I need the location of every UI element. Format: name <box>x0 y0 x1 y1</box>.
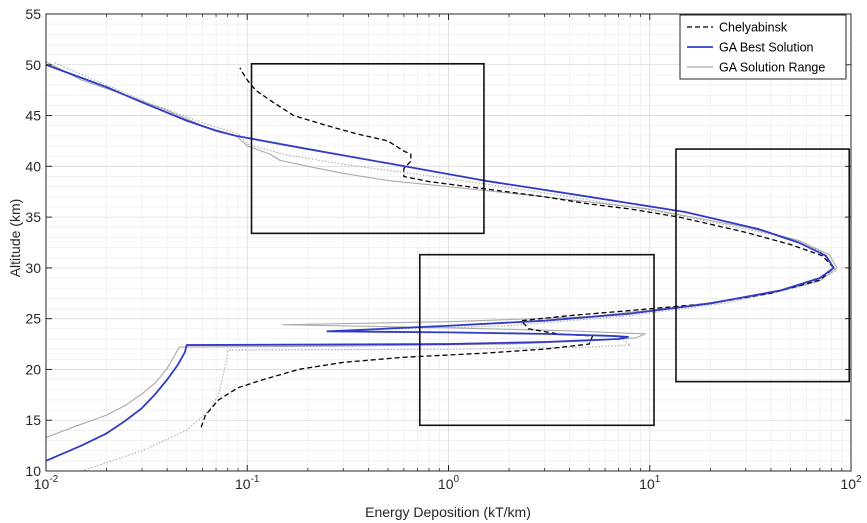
y-tick-label: 20 <box>25 361 41 377</box>
y-tick-label: 15 <box>25 412 41 428</box>
x-tick-label: 101 <box>639 474 661 492</box>
x-tick-label-exponent: 2 <box>856 474 862 485</box>
annotation-boxes <box>250 62 851 427</box>
annotation-box-1 <box>250 62 485 235</box>
y-tick-labels: 10 15 20 25 30 35 40 45 50 55 <box>25 6 41 479</box>
legend-label-chelyabinsk: Chelyabinsk <box>719 21 788 35</box>
annotation-box-3 <box>675 148 851 383</box>
x-tick-label-exponent: -2 <box>49 474 58 485</box>
legend-label-ga-best-solution: GA Best Solution <box>719 41 814 55</box>
axis-ticks <box>45 13 852 472</box>
y-axis-label: Altitude (km) <box>7 199 23 278</box>
legend-label-ga-solution-range: GA Solution Range <box>719 61 825 75</box>
y-tick-label: 40 <box>25 158 41 174</box>
x-tick-label: 10-2 <box>34 474 59 492</box>
x-axis-label: Energy Deposition (kT/km) <box>365 504 531 520</box>
x-tick-label: 100 <box>438 474 460 492</box>
x-tick-labels: 10-2 10-1 100 101 102 <box>34 474 862 492</box>
x-tick-label-exponent: 0 <box>454 474 460 485</box>
y-tick-label: 10 <box>25 463 41 479</box>
legend: Chelyabinsk GA Best Solution GA Solution… <box>679 14 847 80</box>
x-tick-label-base: 10 <box>235 476 251 492</box>
series-line-chelyabinsk <box>200 67 835 428</box>
x-tick-label-base: 10 <box>840 476 856 492</box>
annotation-box-2 <box>418 253 655 427</box>
y-tick-label: 25 <box>25 311 41 327</box>
x-tick-label-exponent: 1 <box>655 474 661 485</box>
x-tick-label-base: 10 <box>639 476 655 492</box>
y-tick-label: 55 <box>25 6 41 22</box>
series-layer <box>46 61 838 471</box>
series-line-ga-best-solution <box>46 63 835 462</box>
y-tick-label: 50 <box>25 57 41 73</box>
x-tick-label-base: 10 <box>438 476 454 492</box>
y-tick-label: 30 <box>25 260 41 276</box>
x-tick-label: 102 <box>840 474 862 492</box>
x-tick-label: 10-1 <box>235 474 260 492</box>
y-tick-label: 45 <box>25 108 41 124</box>
y-tick-label: 35 <box>25 209 41 225</box>
x-tick-label-exponent: -1 <box>251 474 260 485</box>
x-tick-label-base: 10 <box>34 476 50 492</box>
